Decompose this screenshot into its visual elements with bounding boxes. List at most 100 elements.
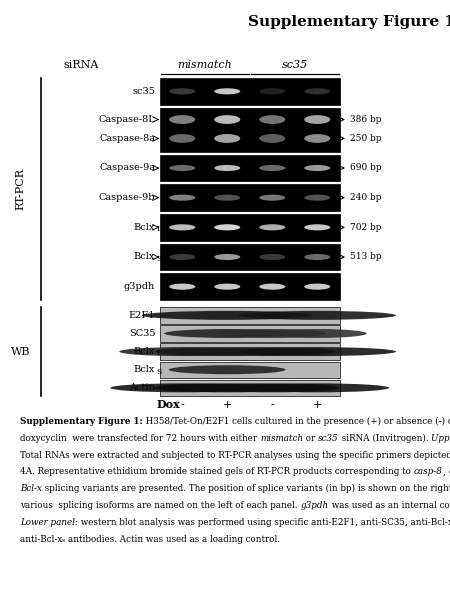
Ellipse shape [155, 347, 299, 356]
Text: Bclx: Bclx [134, 223, 155, 232]
Text: Supplementary Figure 1:: Supplementary Figure 1: [20, 417, 143, 426]
Bar [160, 380, 340, 396]
Text: siRNA: siRNA [63, 60, 99, 70]
Text: 4A. Representative ethidium bromide stained gels of RT-PCR products correspondin: 4A. Representative ethidium bromide stai… [20, 467, 414, 476]
Text: +: + [313, 400, 322, 410]
Text: L: L [156, 225, 161, 233]
Text: splicing variants are presented. The position of splice variants (in bp) is show: splicing variants are presented. The pos… [42, 484, 450, 493]
Text: SC35: SC35 [129, 329, 155, 338]
Text: RT-PCR: RT-PCR [15, 168, 25, 210]
Text: WB: WB [10, 347, 30, 356]
Text: western blot analysis was performed using specific anti-E2F1, anti-SC35, anti-Bc: western blot analysis was performed usin… [78, 518, 450, 527]
Text: g3pdh: g3pdh [124, 282, 155, 291]
Ellipse shape [214, 165, 240, 171]
Bar [160, 107, 340, 152]
Bar [160, 155, 340, 181]
Ellipse shape [304, 134, 330, 143]
Text: Caspase-8L: Caspase-8L [99, 115, 155, 124]
Ellipse shape [214, 224, 240, 230]
Text: -: - [180, 400, 184, 410]
Text: S: S [156, 368, 162, 376]
Ellipse shape [259, 194, 285, 201]
Text: various  splicing isoforms are named on the left of each panel.: various splicing isoforms are named on t… [20, 501, 301, 510]
Text: Caspase-8a: Caspase-8a [99, 134, 155, 143]
Ellipse shape [304, 224, 330, 230]
Ellipse shape [245, 383, 389, 392]
Ellipse shape [259, 88, 285, 94]
Ellipse shape [142, 311, 313, 320]
Text: Upper panel:: Upper panel: [431, 434, 450, 443]
Text: 240 bp: 240 bp [350, 193, 381, 202]
Ellipse shape [304, 165, 330, 171]
Bar [160, 307, 340, 323]
Text: 250 bp: 250 bp [350, 134, 381, 143]
Ellipse shape [268, 329, 367, 338]
Ellipse shape [214, 134, 240, 143]
Bar [160, 362, 340, 378]
Text: H358/Tet-On/E2F1 cells cultured in the presence (+) or absence (-) of 1 μg/ml: H358/Tet-On/E2F1 cells cultured in the p… [143, 417, 450, 426]
Text: Caspase-9b: Caspase-9b [99, 193, 155, 202]
Ellipse shape [169, 365, 286, 374]
Ellipse shape [304, 115, 330, 124]
Text: Bcl-x: Bcl-x [20, 484, 42, 493]
Ellipse shape [169, 115, 195, 124]
Text: mismatch: mismatch [260, 434, 303, 443]
Text: sc35: sc35 [282, 60, 308, 70]
Text: siRNA (Invitrogen).: siRNA (Invitrogen). [339, 434, 431, 443]
Ellipse shape [304, 284, 330, 290]
Ellipse shape [169, 194, 195, 201]
Text: sc35: sc35 [318, 434, 339, 443]
Text: Bclx: Bclx [134, 347, 155, 356]
Ellipse shape [169, 165, 195, 171]
Ellipse shape [259, 284, 285, 290]
Ellipse shape [169, 224, 195, 230]
Ellipse shape [304, 194, 330, 201]
Text: -: - [270, 400, 274, 410]
Text: Supplementary Figure 1: Supplementary Figure 1 [248, 15, 450, 29]
Bar [160, 214, 340, 241]
Text: Actin: Actin [130, 383, 155, 392]
Text: Lower panel:: Lower panel: [20, 518, 78, 527]
Ellipse shape [218, 329, 326, 338]
Text: casp-9: casp-9 [448, 467, 450, 476]
Ellipse shape [214, 115, 240, 124]
Bar [160, 184, 340, 211]
Ellipse shape [259, 224, 285, 230]
Ellipse shape [110, 383, 254, 392]
Text: 702 bp: 702 bp [350, 223, 381, 232]
Text: doxycyclin  were transfected for 72 hours with either: doxycyclin were transfected for 72 hours… [20, 434, 260, 443]
Bar [160, 244, 340, 271]
Text: mismatch: mismatch [177, 60, 232, 70]
Ellipse shape [169, 254, 195, 260]
Ellipse shape [259, 134, 285, 143]
Ellipse shape [304, 254, 330, 260]
Ellipse shape [304, 88, 330, 94]
Ellipse shape [209, 347, 335, 356]
Ellipse shape [259, 254, 285, 260]
Ellipse shape [164, 329, 290, 338]
Ellipse shape [238, 311, 396, 320]
Ellipse shape [119, 347, 245, 356]
Text: casp-8: casp-8 [414, 467, 443, 476]
Ellipse shape [169, 284, 195, 290]
Text: g3pdh: g3pdh [301, 501, 328, 510]
Text: 513 bp: 513 bp [350, 253, 381, 262]
Text: Bclx: Bclx [134, 253, 155, 262]
Text: 386 bp: 386 bp [350, 115, 381, 124]
Text: or: or [303, 434, 318, 443]
Text: was used as an internal control.: was used as an internal control. [328, 501, 450, 510]
Ellipse shape [214, 194, 240, 201]
Text: sc35: sc35 [132, 87, 155, 96]
Ellipse shape [259, 115, 285, 124]
Text: Dox: Dox [156, 400, 180, 410]
Text: +: + [223, 400, 232, 410]
Text: S: S [156, 255, 162, 263]
Ellipse shape [214, 254, 240, 260]
Ellipse shape [214, 88, 240, 94]
Text: 690 bp: 690 bp [350, 163, 381, 173]
Ellipse shape [259, 165, 285, 171]
Ellipse shape [153, 383, 302, 392]
Text: Bclx: Bclx [134, 365, 155, 374]
Text: anti-Bcl-xₛ antibodies. Actin was used as a loading control.: anti-Bcl-xₛ antibodies. Actin was used a… [20, 535, 280, 544]
Bar [160, 78, 340, 104]
